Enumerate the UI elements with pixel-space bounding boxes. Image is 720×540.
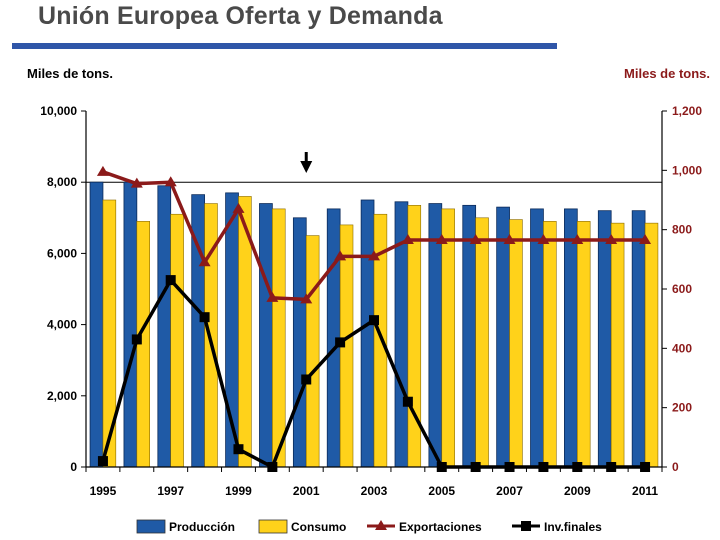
x-tick-label-2001: 2001	[293, 484, 320, 498]
bar-produccion-1997	[157, 185, 172, 468]
bar-consumo-1997	[170, 213, 184, 468]
bar-produccion-2000	[259, 203, 273, 468]
left-tick-label: 0	[70, 460, 77, 474]
point-exportaciones-1998	[198, 256, 211, 267]
bar-produccion-2007	[496, 206, 510, 468]
left-tick-label: 4,000	[47, 318, 77, 332]
legend-marker-Exportaciones	[375, 520, 387, 530]
bar-produccion-2008	[530, 208, 544, 468]
legend-layer: Producción Consumo Exportaciones Inv.finale…	[136, 519, 602, 534]
bar-consumo-2005	[441, 208, 455, 468]
point-exportaciones-1997	[164, 176, 177, 187]
bar-consumo-2004	[407, 205, 422, 468]
legend-swatch-Producción	[136, 519, 166, 534]
bar-consumo-2006	[475, 217, 489, 468]
x-tick-label-1999: 1999	[225, 484, 252, 498]
point-exportaciones-2009	[571, 234, 584, 245]
legend-label-Inv.finales: Inv.finales	[544, 520, 602, 534]
right-tick-label: 600	[672, 282, 692, 296]
point-exportaciones-1995	[96, 165, 109, 176]
chart-title: Unión Europea Oferta y Demanda	[38, 2, 443, 30]
point-exportaciones-1996	[130, 177, 143, 188]
bar-consumo-2007	[509, 219, 523, 468]
bar-produccion-1995	[89, 181, 104, 468]
bar-produccion-2001	[292, 217, 307, 468]
point-inv-finales-1997	[165, 275, 176, 286]
right-tick-label: 400	[672, 341, 692, 355]
title-underline	[12, 43, 557, 49]
point-exportaciones-2007	[503, 234, 516, 245]
left-tick-label: 6,000	[47, 246, 77, 260]
x-tick-label-1995: 1995	[90, 484, 117, 498]
legend-marker-Inv.finales	[521, 521, 531, 531]
point-inv-finales-1998	[199, 312, 210, 323]
left-tick-label: 10,000	[40, 104, 77, 118]
point-exportaciones-2000	[266, 291, 279, 302]
x-tick-label-2003: 2003	[361, 484, 388, 498]
point-exportaciones-2008	[537, 234, 550, 245]
x-tick-label-2011: 2011	[632, 484, 658, 498]
point-exportaciones-2003	[368, 250, 380, 261]
legend-label-Consumo: Consumo	[291, 520, 346, 534]
bar-produccion-2010	[597, 210, 612, 468]
bar-consumo-2000	[272, 208, 286, 468]
left-tick-label: 8,000	[47, 175, 77, 189]
bar-produccion-2006	[462, 204, 477, 468]
point-inv-finales-2003	[369, 315, 379, 326]
left-tick-label: 2,000	[47, 389, 77, 403]
bar-consumo-2008	[543, 221, 557, 468]
x-tick-label-1997: 1997	[157, 484, 184, 498]
x-tick-label-2009: 2009	[564, 484, 591, 498]
right-axis-unit: Miles de tons.	[624, 66, 710, 81]
bar-consumo-2001	[305, 235, 320, 468]
right-tick-label: 200	[672, 401, 692, 415]
bar-produccion-2009	[564, 208, 578, 468]
point-exportaciones-2004	[401, 234, 414, 245]
point-inv-finales-1996	[131, 334, 142, 345]
axes-layer: 0 2,000 4,000 6,000 8,000 10,000 0 200 400 600 800…	[40, 104, 702, 498]
bar-consumo-2011	[644, 222, 659, 468]
point-exportaciones-1999	[232, 202, 245, 213]
x-tick-label-2007: 2007	[496, 484, 523, 498]
right-tick-label: 1,200	[672, 104, 702, 118]
point-inv-finales-1999	[233, 444, 244, 455]
bars-layer	[89, 181, 659, 468]
point-exportaciones-2001	[300, 293, 313, 304]
point-inv-finales-1995	[97, 456, 108, 467]
point-inv-finales-2004	[402, 396, 413, 407]
right-tick-label: 0	[672, 460, 679, 474]
bar-consumo-2009	[576, 221, 591, 468]
point-exportaciones-2005	[435, 234, 448, 245]
bar-produccion-2011	[631, 210, 646, 468]
bar-produccion-2003	[360, 199, 375, 468]
point-exportaciones-2002	[334, 250, 347, 261]
right-tick-label: 800	[672, 223, 692, 237]
point-exportaciones-2010	[605, 234, 618, 245]
bar-produccion-1996	[123, 181, 138, 468]
right-tick-label: 1,000	[672, 163, 702, 177]
x-tick-label-2005: 2005	[428, 484, 455, 498]
legend-label-Producción: Producción	[169, 520, 235, 534]
point-inv-finales-2001	[301, 374, 312, 385]
annotation-arrow-head	[300, 161, 313, 173]
bar-consumo-2010	[610, 222, 625, 468]
legend-swatch-Consumo	[258, 519, 288, 534]
legend-label-Exportaciones: Exportaciones	[399, 520, 482, 534]
point-inv-finales-2002	[335, 337, 346, 348]
point-exportaciones-2006	[469, 234, 482, 245]
point-exportaciones-2011	[639, 234, 652, 245]
left-axis-unit: Miles de tons.	[27, 66, 113, 81]
